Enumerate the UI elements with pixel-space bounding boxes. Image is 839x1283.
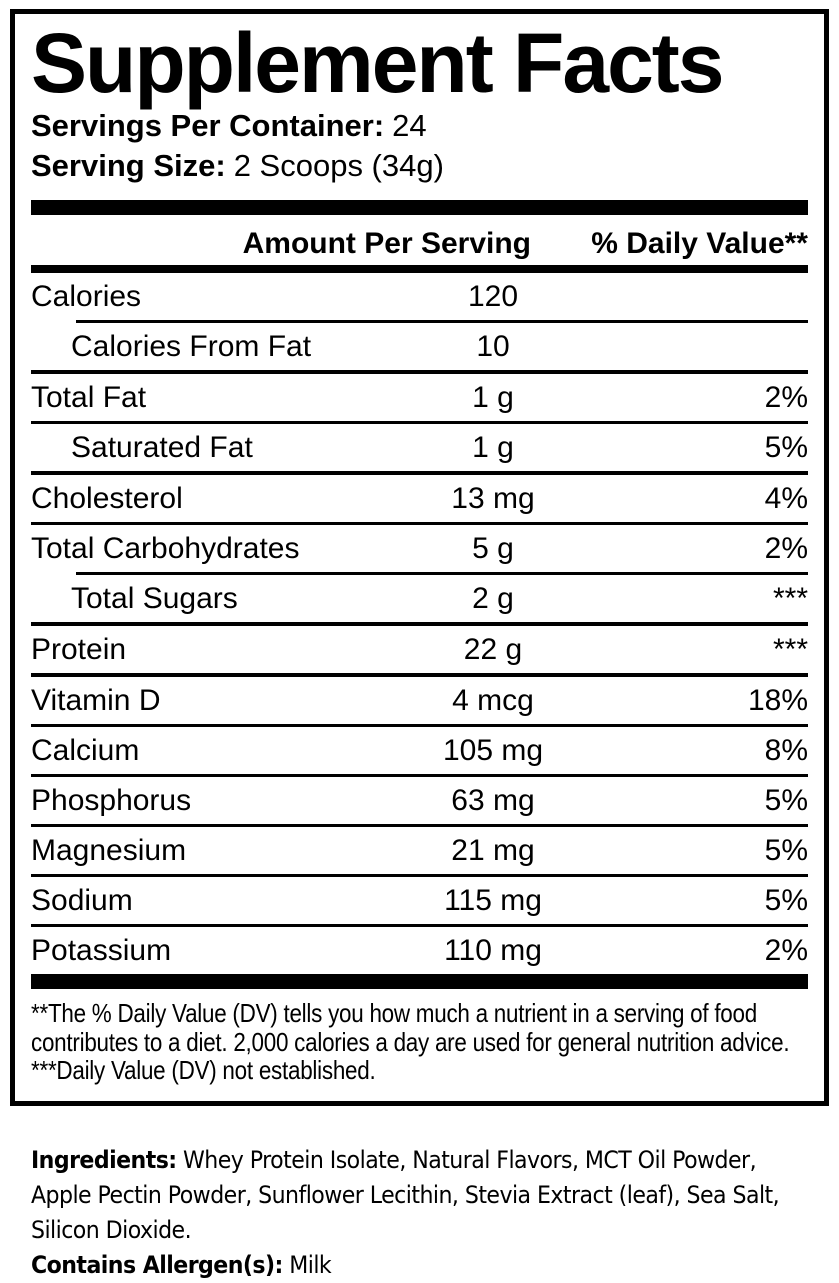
nutrient-name: Calories From Fat [71, 329, 312, 363]
nutrient-name: Protein [31, 632, 127, 666]
nutrient-dv: 2% [764, 933, 808, 967]
ingredients-section: Ingredients: Whey Protein Isolate, Natura… [31, 1143, 831, 1283]
nutrient-row: Potassium 110 mg 2% [31, 927, 808, 974]
daily-value-footnote: **The % Daily Value (DV) tells you how m… [31, 998, 790, 1057]
nutrient-name: Cholesterol [31, 481, 183, 515]
nutrient-row: Sodium 115 mg 5% [31, 877, 808, 924]
daily-value-header: % Daily Value** [591, 227, 808, 260]
table-header-row: Amount Per Serving % Daily Value** [31, 225, 808, 265]
nutrient-row: Vitamin D 4 mcg 18% [31, 677, 808, 724]
header-divider [31, 265, 808, 273]
nutrient-row: Total Fat 1 g 2% [31, 374, 808, 421]
nutrient-row: Total Carbohydrates 5 g 2% [31, 525, 808, 572]
nutrient-dv: 18% [747, 683, 808, 717]
nutrient-name: Total Sugars [71, 581, 238, 615]
not-established-footnote: ***Daily Value (DV) not established. [31, 1055, 376, 1085]
nutrient-name: Vitamin D [31, 683, 161, 717]
nutrient-row: Total Sugars 2 g *** [31, 575, 808, 622]
nutrient-amount: 105 mg [442, 733, 544, 767]
nutrient-dv: 5% [764, 883, 808, 917]
nutrient-amount: 13 mg [451, 481, 535, 515]
nutrient-dv: 5% [764, 430, 808, 464]
nutrient-dv: 2% [764, 380, 808, 414]
nutrient-dv: *** [772, 632, 808, 666]
ingredients-label: Ingredients: [31, 1146, 177, 1174]
row-separator [31, 471, 808, 475]
nutrient-row: Saturated Fat 1 g 5% [31, 424, 808, 471]
nutrient-table: Calories 120 Calories From Fat 10 Total … [31, 273, 808, 974]
ingredients-list: Whey Protein Isolate, Natural Flavors, M… [31, 1146, 780, 1244]
serving-size: Serving Size: 2 Scoops (34g) [31, 146, 808, 186]
row-separator [76, 572, 808, 575]
nutrient-row: Phosphorus 63 mg 5% [31, 777, 808, 824]
thick-divider-bottom [31, 974, 808, 989]
row-separator [31, 724, 808, 727]
row-separator [31, 774, 808, 777]
panel-title: Supplement Facts [31, 16, 724, 110]
amount-per-serving-header: Amount Per Serving [242, 227, 531, 260]
nutrient-row: Magnesium 21 mg 5% [31, 827, 808, 874]
ingredients-text-block: Ingredients: Whey Protein Isolate, Natura… [31, 1143, 818, 1283]
thick-divider-top [31, 200, 808, 215]
serving-size-value: 2 Scoops (34g) [233, 148, 444, 183]
nutrient-dv: 5% [764, 783, 808, 817]
nutrient-row: Calcium 105 mg 8% [31, 727, 808, 774]
row-separator [76, 320, 808, 323]
nutrient-amount: 115 mg [444, 883, 542, 917]
nutrient-amount: 120 [467, 279, 519, 313]
nutrient-amount: 1 g [472, 430, 514, 464]
servings-per-container: Servings Per Container: 24 [31, 106, 808, 146]
nutrient-dv: 2% [764, 531, 808, 565]
row-separator [31, 522, 808, 525]
nutrient-name: Potassium [31, 933, 172, 967]
nutrient-dv: 5% [764, 833, 808, 867]
row-separator [31, 824, 808, 827]
supplement-facts-panel: Supplement Facts Servings Per Container:… [10, 9, 829, 1106]
row-separator [31, 421, 808, 424]
nutrient-row: Protein 22 g *** [31, 626, 808, 673]
nutrient-dv: 4% [764, 481, 808, 515]
nutrient-name: Sodium [31, 883, 133, 917]
row-separator [31, 673, 808, 677]
ingredients-line: Ingredients: Whey Protein Isolate, Natura… [31, 1143, 818, 1248]
nutrient-dv: *** [772, 581, 808, 615]
nutrient-amount: 63 mg [451, 783, 535, 817]
allergen-label: Contains Allergen(s): [31, 1251, 283, 1279]
nutrient-name: Total Fat [31, 380, 147, 414]
nutrient-amount: 21 mg [451, 833, 535, 867]
nutrient-amount: 5 g [472, 531, 514, 565]
row-separator [31, 924, 808, 927]
servings-per-container-value: 24 [392, 108, 427, 143]
row-separator [31, 370, 808, 374]
nutrient-name: Calories [31, 279, 142, 313]
nutrient-name: Calcium [31, 733, 140, 767]
nutrient-row: Calories 120 [31, 273, 808, 320]
allergen-line: Contains Allergen(s): Milk [31, 1248, 818, 1283]
nutrient-name: Total Carbohydrates [31, 531, 300, 565]
nutrient-row: Cholesterol 13 mg 4% [31, 475, 808, 522]
servings-per-container-label: Servings Per Container: [31, 108, 385, 143]
row-separator [31, 622, 808, 626]
row-separator [31, 874, 808, 877]
nutrient-name: Magnesium [31, 833, 187, 867]
nutrient-amount: 110 mg [444, 933, 542, 967]
nutrient-amount: 10 [476, 329, 510, 363]
nutrient-amount: 4 mcg [452, 683, 534, 717]
allergen-value: Milk [289, 1251, 332, 1279]
nutrient-dv: 8% [764, 733, 808, 767]
nutrient-amount: 2 g [472, 581, 514, 615]
serving-size-label: Serving Size: [31, 148, 226, 183]
nutrient-amount: 22 g [463, 632, 523, 666]
footnotes: **The % Daily Value (DV) tells you how m… [31, 999, 808, 1085]
nutrient-amount: 1 g [472, 380, 514, 414]
nutrient-name: Phosphorus [31, 783, 192, 817]
footnotes-text: **The % Daily Value (DV) tells you how m… [31, 999, 808, 1085]
nutrient-row: Calories From Fat 10 [31, 323, 808, 370]
nutrient-name: Saturated Fat [71, 430, 253, 464]
